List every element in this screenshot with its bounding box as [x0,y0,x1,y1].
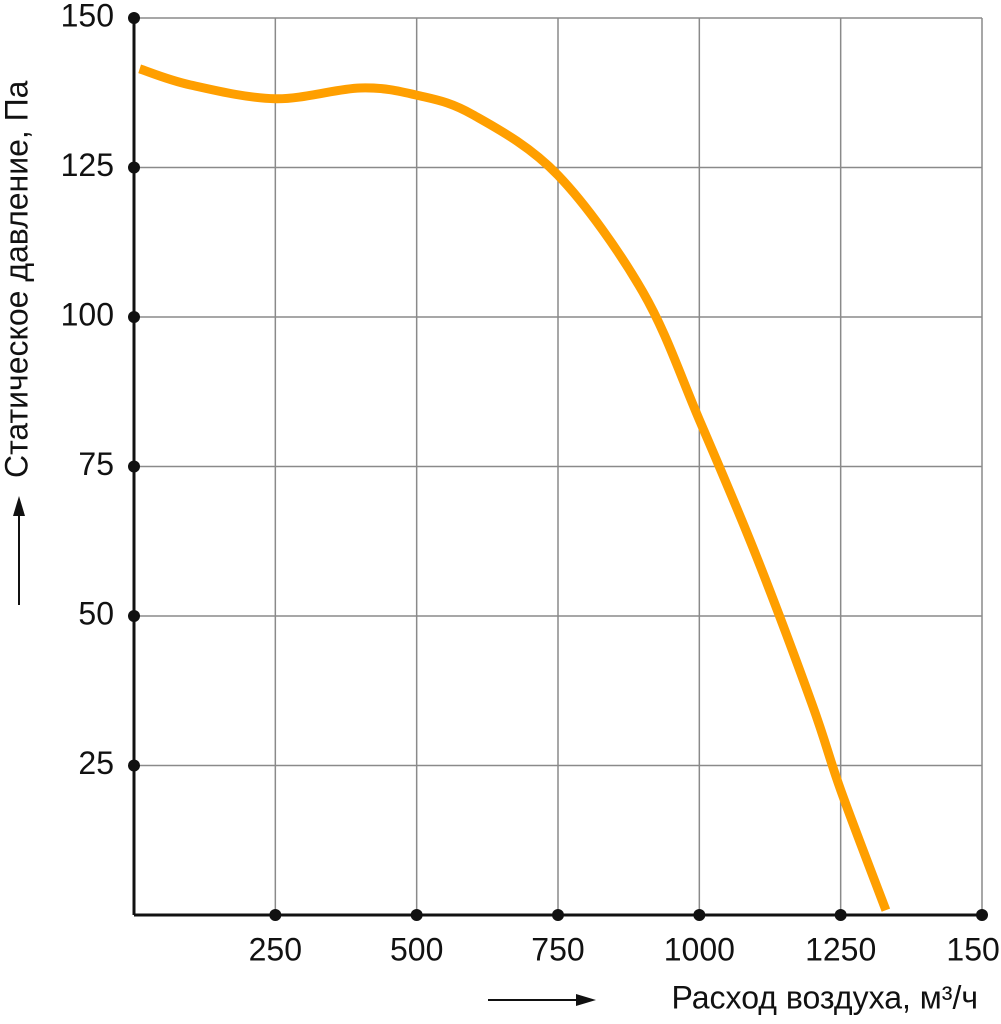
tick-mark [128,161,140,174]
y-axis-arrow-head [13,496,25,516]
y-tick-label: 75 [78,446,114,482]
tick-mark [128,610,140,622]
y-tick-label: 150 [61,0,114,33]
x-tick-label: 750 [531,931,584,967]
x-axis-arrow-head [576,994,596,1006]
tick-mark [976,909,988,921]
tick-mark [834,909,847,921]
y-tick-label: 100 [61,296,114,332]
tick-mark [128,759,140,772]
x-tick-label: 1000 [664,931,735,967]
x-tick-label: 1250 [805,931,876,967]
x-tick-label: 500 [390,931,443,967]
tick-mark [128,460,140,473]
x-tick-label: 250 [249,931,302,967]
tick-mark [269,909,282,921]
data-line [138,64,891,912]
y-tick-label: 25 [78,745,114,781]
tick-mark [128,12,140,24]
tick-mark [128,311,140,323]
x-tick-label: 1500 [946,931,1001,967]
tick-mark [693,909,706,921]
y-axis-label: Статическое давление, Па [0,80,34,478]
y-tick-label: 50 [78,595,114,631]
x-axis-label: Расход воздуха, м³/ч [671,979,978,1015]
tick-mark [552,909,564,921]
tick-mark [410,909,423,921]
y-tick-label: 125 [61,147,114,183]
